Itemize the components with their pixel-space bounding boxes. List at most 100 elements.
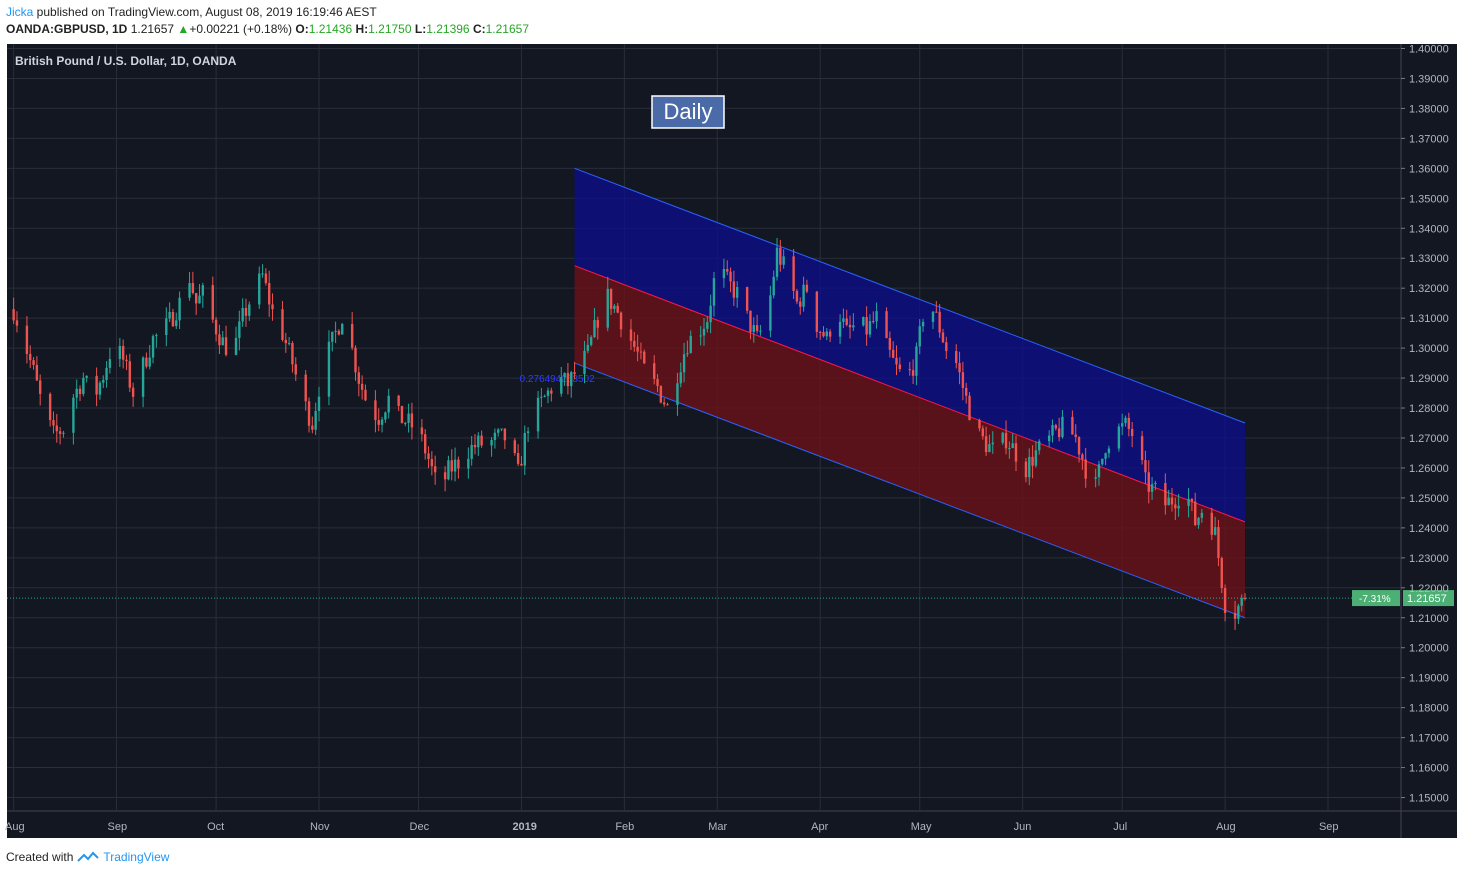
- candle-body: [374, 400, 377, 421]
- candle-body: [682, 354, 686, 373]
- candle-body: [264, 273, 268, 284]
- price-axis-background: [1401, 44, 1457, 811]
- candle-body: [218, 334, 221, 346]
- candle-body: [609, 288, 613, 309]
- candle-body: [72, 397, 75, 433]
- candle-body: [165, 318, 168, 336]
- high-label: H:: [355, 22, 369, 36]
- candle-body: [420, 427, 424, 435]
- candle-body: [653, 363, 656, 379]
- ohlc-legend: OANDA:GBPUSD, 1D 1.21657 ▲+0.00221 (+0.1…: [6, 22, 529, 36]
- price-tick-label: 1.32000: [1409, 283, 1449, 295]
- price-tick-label: 1.36000: [1409, 163, 1449, 175]
- candle-body: [380, 419, 384, 425]
- candle-body: [828, 331, 832, 337]
- candle-body: [782, 256, 785, 265]
- candle-body: [58, 431, 62, 434]
- candle-body: [1150, 484, 1154, 492]
- candle-body: [1130, 428, 1134, 437]
- candle-body: [284, 339, 287, 344]
- close-value: 1.21657: [485, 22, 530, 36]
- candle-body: [1144, 460, 1147, 473]
- candles: [12, 237, 1247, 630]
- candle-body: [818, 331, 822, 333]
- candle-body: [1117, 426, 1121, 449]
- candle-body: [214, 319, 218, 335]
- candle-body: [407, 413, 410, 423]
- candle-body: [490, 439, 493, 446]
- close-label: C:: [472, 22, 486, 36]
- author-link[interactable]: Jicka: [6, 5, 34, 19]
- candle-body: [400, 405, 404, 424]
- candle-body: [271, 304, 274, 310]
- candle-body: [938, 311, 941, 333]
- candle-body: [1054, 425, 1058, 429]
- price-tick-label: 1.23000: [1409, 553, 1449, 565]
- candle-body: [891, 349, 895, 358]
- candle-body: [749, 310, 752, 332]
- candle-body: [102, 379, 105, 383]
- candle-body: [1237, 605, 1240, 619]
- candle-body: [566, 372, 570, 387]
- candle-body: [735, 287, 739, 298]
- candle-body: [1077, 437, 1081, 455]
- candle-body: [1074, 434, 1077, 438]
- time-tick-label: Sep: [108, 821, 128, 833]
- candle-body: [596, 320, 599, 328]
- candle-body: [357, 372, 361, 384]
- candle-body: [1001, 432, 1004, 443]
- candle-body: [802, 284, 805, 307]
- candle-body: [915, 346, 918, 376]
- candle-body: [978, 420, 981, 429]
- candle-body: [350, 323, 354, 348]
- candle-body: [931, 311, 935, 322]
- candle-body: [424, 434, 427, 454]
- candle-body: [1008, 448, 1011, 450]
- candle-body: [795, 290, 799, 302]
- candle-body: [536, 397, 540, 432]
- candle-body: [268, 283, 271, 305]
- candle-body: [586, 344, 590, 351]
- candle-body: [457, 459, 460, 469]
- candle-body: [729, 271, 732, 282]
- candle-body: [35, 364, 39, 381]
- candle-body: [377, 420, 380, 425]
- price-tick-label: 1.25000: [1409, 493, 1449, 505]
- tradingview-link[interactable]: TradingView: [103, 850, 170, 864]
- candle-body: [131, 387, 135, 397]
- candle-body: [822, 331, 825, 337]
- candle-body: [1243, 598, 1247, 600]
- candle-body: [1164, 483, 1167, 506]
- candle-body: [1190, 498, 1194, 502]
- candle-body: [709, 305, 712, 323]
- candle-body: [387, 395, 390, 413]
- candle-body: [234, 337, 238, 355]
- candle-body: [679, 372, 682, 384]
- candle-body: [712, 278, 716, 306]
- candle-body: [175, 320, 178, 327]
- candle-body: [1097, 464, 1101, 478]
- candle-body: [961, 372, 965, 388]
- candle-body: [965, 387, 968, 396]
- candle-body: [935, 311, 938, 313]
- candle-body: [732, 281, 736, 298]
- price-axis: 1.40000 1.39000 1.38000 1.37000 1.36000 1.350…: [1401, 43, 1449, 805]
- candle-body: [513, 440, 517, 454]
- candle-body: [593, 320, 596, 338]
- candle-body: [543, 395, 546, 397]
- candle-body: [1127, 417, 1131, 429]
- candle-body: [1038, 441, 1041, 451]
- time-tick-label: Mar: [708, 821, 727, 833]
- channel-lower-line: [574, 362, 1246, 619]
- candle-body: [659, 386, 663, 403]
- candle-body: [606, 288, 609, 328]
- candle-body: [613, 305, 616, 309]
- candle-body: [633, 340, 636, 347]
- candle-body: [1140, 436, 1144, 461]
- candle-body: [248, 304, 251, 316]
- candle-body: [430, 459, 434, 467]
- candle-body: [686, 353, 689, 355]
- candle-body: [1047, 435, 1051, 442]
- candle-body: [988, 444, 991, 453]
